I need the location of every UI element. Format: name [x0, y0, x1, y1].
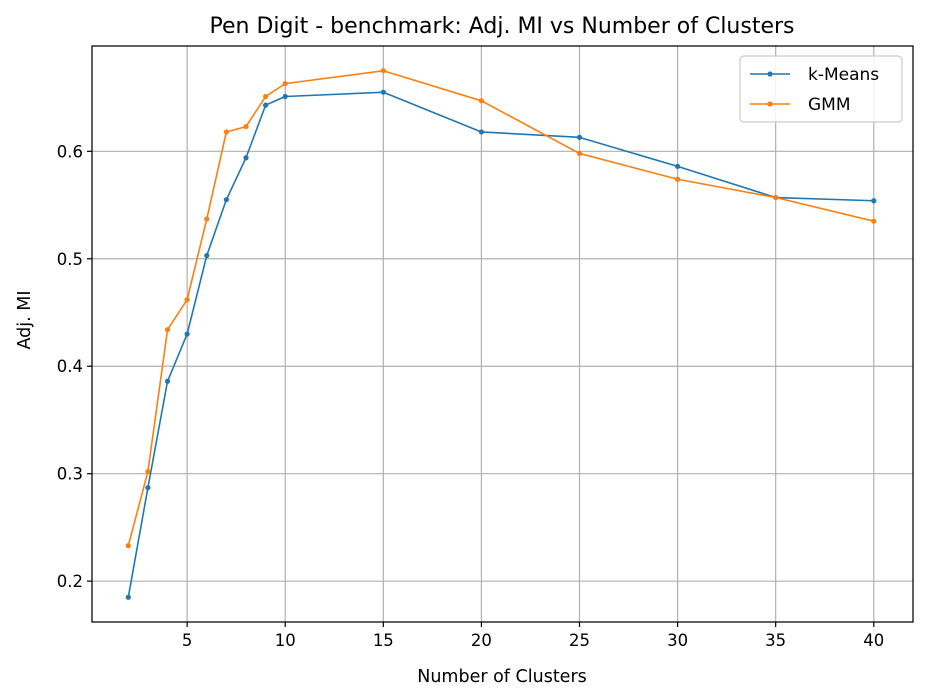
data-point-gmm — [674, 176, 681, 182]
data-point-k-means — [282, 93, 288, 100]
data-point-gmm — [145, 468, 151, 475]
data-point-gmm — [773, 194, 779, 201]
x-tick-label: 5 — [182, 631, 193, 650]
data-point-gmm — [263, 93, 269, 100]
legend-label: k-Means — [808, 65, 879, 85]
legend-swatch-marker — [767, 71, 773, 77]
data-point-k-means — [184, 331, 190, 337]
legend-box — [739, 55, 903, 123]
x-tick-label: 15 — [373, 631, 394, 650]
chart-title: Pen Digit - benchmark: Adj. MI vs Number… — [210, 14, 795, 39]
y-tick-label: 0.5 — [57, 250, 83, 269]
data-point-gmm — [576, 150, 583, 157]
x-tick-label: 25 — [569, 631, 590, 650]
data-point-k-means — [478, 129, 485, 135]
grid — [92, 46, 913, 622]
data-point-gmm — [871, 218, 877, 224]
data-point-k-means — [380, 89, 386, 95]
legend-item-gmm: GMM — [750, 95, 851, 115]
y-tick-label: 0.3 — [57, 465, 83, 484]
x-tick-label: 30 — [667, 631, 688, 650]
data-point-gmm — [184, 297, 190, 303]
data-point-gmm — [204, 216, 210, 222]
data-point-k-means — [674, 163, 681, 169]
x-tick-label: 10 — [275, 631, 296, 650]
series-layer — [125, 68, 877, 600]
data-point-gmm — [164, 327, 171, 333]
legend: k-Means GMM — [739, 55, 903, 123]
data-point-k-means — [243, 155, 249, 161]
data-point-k-means — [125, 594, 131, 600]
y-tick-label: 0.4 — [57, 357, 83, 376]
x-tick-label: 35 — [765, 631, 786, 650]
data-point-gmm — [223, 129, 229, 135]
data-point-k-means — [204, 252, 210, 259]
plot-area-frame — [91, 45, 914, 623]
data-point-gmm — [243, 123, 249, 130]
legend-swatch-marker — [767, 101, 773, 107]
data-point-k-means — [145, 485, 151, 491]
x-tick-label: 40 — [863, 631, 884, 650]
data-point-k-means — [576, 134, 583, 140]
axis-ticks: 5 10 15 20 25 30 35 40 0.2 0.3 0.4 0.5 0.6 — [57, 142, 885, 650]
y-axis-label: Adj. MI — [15, 290, 35, 349]
x-axis-label: Number of Clusters — [417, 667, 587, 687]
y-tick-label: 0.2 — [57, 572, 83, 591]
data-point-k-means — [871, 198, 877, 204]
data-point-gmm — [478, 98, 485, 104]
legend-label: GMM — [808, 95, 851, 115]
data-point-gmm — [380, 68, 386, 74]
series-gmm — [125, 68, 877, 549]
x-tick-label: 20 — [471, 631, 492, 650]
y-tick-label: 0.6 — [57, 142, 83, 161]
data-point-k-means — [263, 102, 269, 108]
legend-item-k-means: k-Means — [750, 65, 879, 85]
data-point-k-means — [164, 378, 171, 384]
data-point-gmm — [125, 543, 131, 549]
data-point-gmm — [282, 81, 288, 87]
data-point-k-means — [223, 197, 229, 203]
